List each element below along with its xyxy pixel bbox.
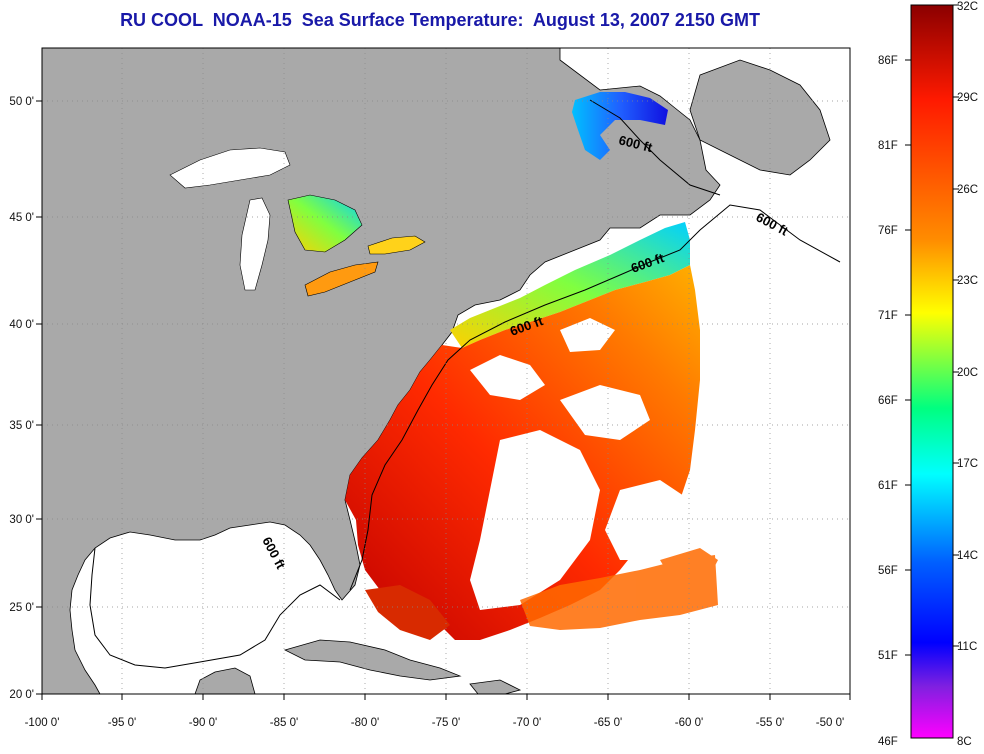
sst-patch	[365, 585, 450, 640]
celsius-label: 20C	[957, 367, 978, 379]
lat-tick-label: 35 0'	[9, 420, 34, 432]
lon-tick-label: -75 0'	[432, 717, 460, 729]
lat-tick-label: 20 0'	[9, 689, 34, 701]
longitude-labels: -100 0' -95 0' -90 0' -85 0' -80 0' -75 …	[25, 717, 845, 729]
colorbar-ticks	[905, 4, 959, 656]
lat-tick-label: 25 0'	[9, 602, 34, 614]
lon-tick-label: -50 0'	[816, 717, 844, 729]
lat-tick-label: 45 0'	[9, 212, 34, 224]
lon-tick-label: -55 0'	[756, 717, 784, 729]
cloud-gap	[560, 385, 650, 440]
lon-tick-label: -85 0'	[270, 717, 298, 729]
frame-ticks	[36, 100, 851, 700]
isobath-contours	[89, 99, 841, 669]
colorbar	[910, 4, 954, 739]
celsius-label: 17C	[957, 458, 978, 470]
fahrenheit-label: 81F	[878, 140, 898, 152]
lake-superior	[169, 147, 291, 189]
lake-huron	[287, 194, 363, 253]
lake-erie	[304, 261, 379, 297]
lon-tick-label: -80 0'	[351, 717, 379, 729]
cloud-gap	[605, 480, 690, 560]
scattered-sst-patches	[520, 548, 718, 630]
newfoundland-land	[689, 59, 831, 176]
lon-tick-label: -70 0'	[513, 717, 541, 729]
cloud-gap	[560, 318, 615, 352]
celsius-label: 11C	[957, 641, 977, 653]
northern-shelf-sst	[450, 222, 690, 348]
celsius-label: 8C	[957, 736, 972, 748]
lake-ontario	[367, 235, 426, 255]
bahamas-sst	[365, 585, 450, 640]
lon-tick-label: -60 0'	[675, 717, 703, 729]
lat-tick-label: 40 0'	[9, 319, 34, 331]
gulf-st-lawrence-sst	[572, 92, 668, 160]
isobath-line	[89, 547, 341, 669]
colorbar-celsius-labels: 32C 29C 26C 23C 20C 17C 14C 11C 8C	[957, 1, 978, 748]
sst-patch	[660, 548, 718, 585]
celsius-label: 14C	[957, 550, 978, 562]
fahrenheit-label: 56F	[878, 565, 898, 577]
fahrenheit-label: 71F	[878, 310, 898, 322]
fahrenheit-label: 76F	[878, 225, 898, 237]
lon-tick-label: -90 0'	[189, 717, 217, 729]
celsius-label: 32C	[957, 1, 978, 13]
isobath-line	[589, 99, 721, 196]
colorbar-fahrenheit-labels: 86F 81F 76F 71F 66F 61F 56F 51F 46F	[878, 55, 898, 748]
cloud-gap	[470, 430, 600, 610]
map-border	[41, 47, 851, 695]
hispaniola-land	[469, 679, 522, 695]
lat-tick-label: 50 0'	[9, 96, 34, 108]
great-lakes	[169, 147, 426, 297]
fahrenheit-label: 86F	[878, 55, 898, 67]
lake-michigan	[239, 197, 271, 291]
fahrenheit-label: 61F	[878, 480, 898, 492]
lat-tick-label: 30 0'	[9, 514, 34, 526]
lon-tick-label: -100 0'	[25, 717, 60, 729]
fahrenheit-label: 66F	[878, 395, 898, 407]
isobath-line	[349, 204, 841, 591]
celsius-label: 29C	[957, 92, 978, 104]
lon-tick-label: -95 0'	[108, 717, 136, 729]
fahrenheit-label: 51F	[878, 650, 898, 662]
cloud-gap	[470, 355, 545, 400]
map-title: RU COOL NOAA-15 Sea Surface Temperature:…	[120, 10, 760, 30]
fahrenheit-label: 46F	[878, 736, 898, 748]
cloud-gaps	[470, 318, 690, 610]
latitude-labels: 20 0' 25 0' 30 0' 35 0' 40 0' 45 0' 50 0…	[9, 96, 34, 701]
lon-tick-label: -65 0'	[594, 717, 622, 729]
celsius-label: 23C	[957, 275, 978, 287]
cuba-land	[283, 639, 462, 681]
celsius-label: 26C	[957, 184, 978, 196]
